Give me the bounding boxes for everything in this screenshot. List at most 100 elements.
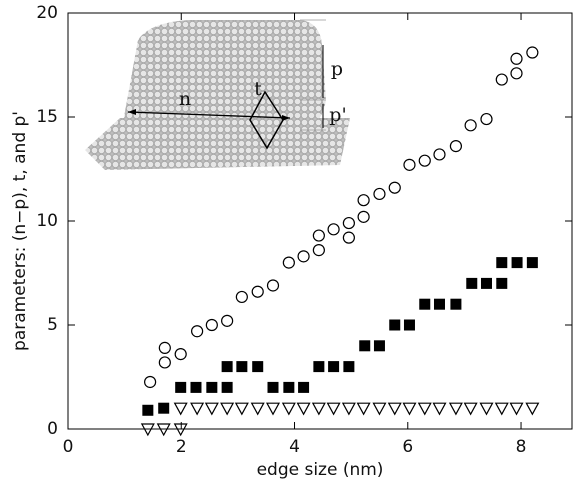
point (342, 216, 355, 230)
point (372, 402, 387, 416)
point (495, 73, 508, 86)
point (328, 361, 340, 373)
point (265, 402, 281, 416)
point (144, 375, 157, 389)
inset-image (85, 19, 350, 170)
point (449, 140, 463, 153)
point (388, 181, 401, 194)
point (509, 402, 524, 416)
point (140, 423, 155, 437)
point (158, 356, 171, 369)
point (190, 402, 205, 416)
point (221, 314, 234, 327)
point (373, 340, 385, 352)
point (283, 381, 295, 393)
point (496, 257, 508, 269)
inset-label: t (254, 78, 262, 100)
point (250, 402, 265, 416)
point (282, 256, 295, 269)
point (252, 361, 264, 373)
point (173, 423, 188, 437)
point (450, 298, 462, 310)
point (267, 381, 279, 393)
point (343, 361, 355, 373)
point (510, 52, 523, 65)
point (296, 402, 311, 416)
point (158, 402, 170, 414)
point (389, 319, 401, 331)
y-tick-label: 0 (47, 419, 58, 439)
point (511, 257, 523, 269)
point (298, 381, 310, 393)
point (417, 402, 432, 416)
point (359, 340, 371, 352)
point (142, 404, 154, 416)
x-tick-label: 0 (63, 437, 74, 457)
point (480, 112, 493, 126)
point (312, 244, 325, 257)
point (342, 231, 355, 244)
point (433, 148, 446, 161)
x-tick-label: 2 (176, 437, 187, 457)
x-tick-label: 8 (516, 437, 527, 457)
point (419, 298, 431, 310)
point (191, 325, 204, 338)
point (174, 348, 187, 361)
y-tick-label: 10 (36, 211, 58, 231)
x-tick-label: 4 (289, 437, 300, 457)
point (326, 402, 341, 416)
point (190, 381, 202, 393)
point (480, 277, 492, 289)
inset-label: p (331, 58, 343, 80)
point (464, 119, 477, 132)
point (206, 381, 218, 393)
point (433, 298, 445, 310)
point (235, 290, 248, 304)
point (494, 402, 509, 416)
point (432, 402, 447, 416)
point (173, 402, 188, 416)
inset-label: p' (329, 104, 346, 126)
point (266, 279, 280, 292)
point (418, 154, 431, 167)
point (221, 361, 233, 373)
point (525, 402, 540, 416)
y-tick-label: 20 (36, 3, 58, 23)
point (479, 402, 494, 416)
y-axis-label: parameters: (n−p), t, and p' (10, 111, 30, 351)
point (175, 381, 187, 393)
point (402, 402, 417, 416)
point (221, 381, 233, 393)
point (387, 402, 402, 416)
point (510, 67, 523, 80)
point (204, 402, 219, 416)
point (341, 402, 356, 416)
point (312, 229, 325, 242)
x-axis-label: edge size (nm) (257, 460, 384, 480)
point (327, 223, 340, 236)
point (403, 319, 415, 331)
point (281, 402, 296, 416)
point (373, 187, 386, 201)
point (526, 46, 539, 59)
point (463, 402, 478, 416)
point (156, 423, 171, 437)
point (466, 277, 478, 289)
y-tick-label: 5 (47, 315, 58, 335)
inset-label: n (179, 88, 191, 110)
point (234, 402, 249, 416)
point (251, 285, 264, 298)
point (158, 341, 171, 354)
point (356, 402, 371, 416)
point (357, 194, 370, 207)
point (526, 257, 538, 269)
point (357, 210, 370, 223)
point (313, 361, 325, 373)
point (236, 361, 248, 373)
point (297, 250, 310, 263)
point (448, 402, 463, 416)
point (311, 402, 326, 416)
point (496, 277, 508, 289)
point (403, 158, 416, 171)
